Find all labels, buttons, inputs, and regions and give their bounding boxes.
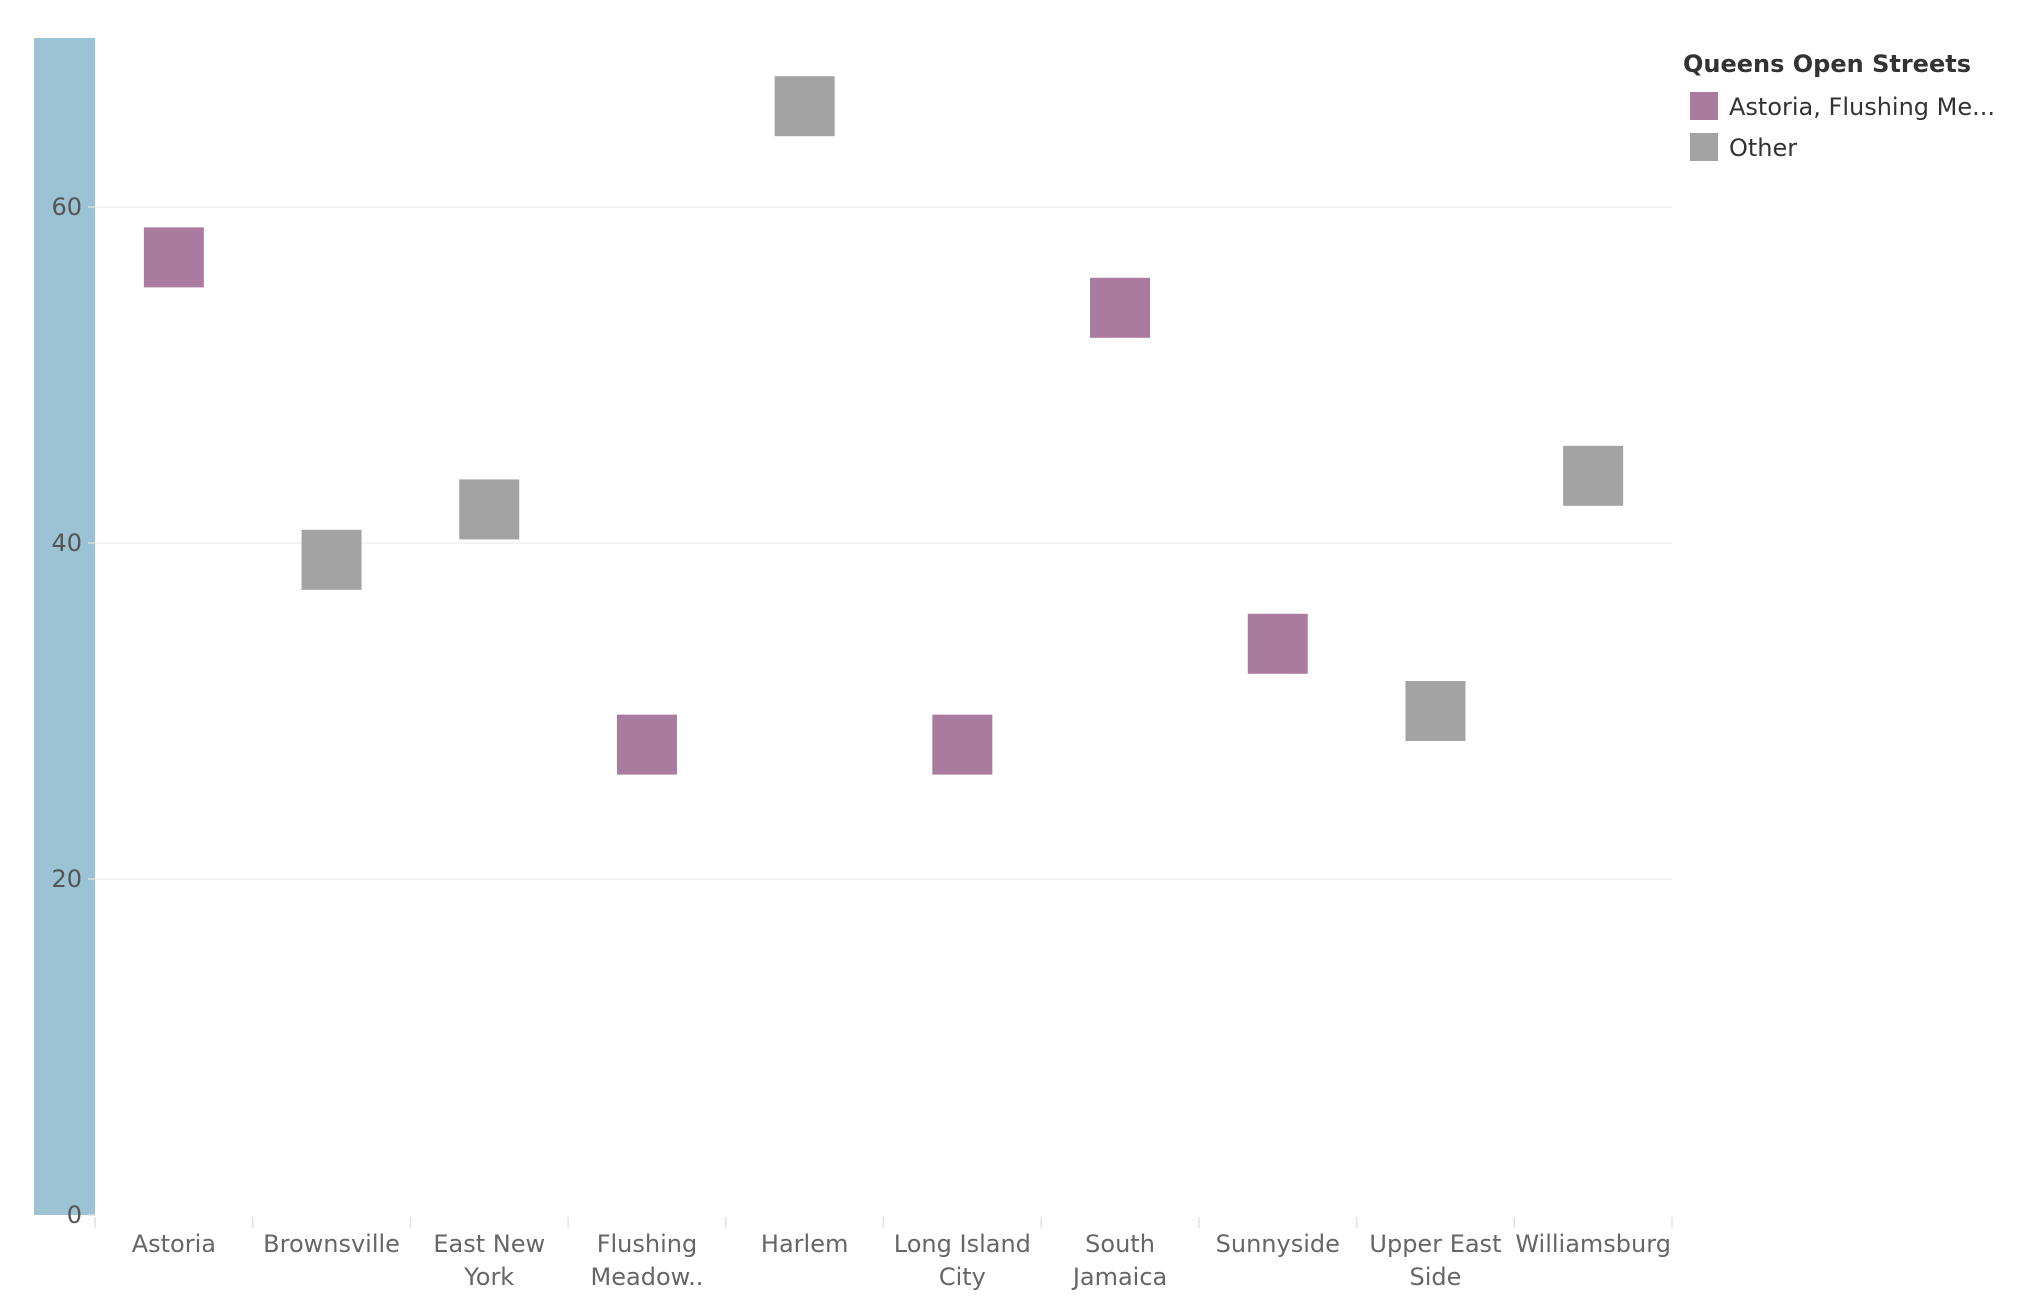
y-tick-label: 0 xyxy=(67,1201,82,1229)
x-tick-label: Williamsburg xyxy=(1515,1230,1671,1258)
x-tick-label: Long Island xyxy=(894,1230,1031,1258)
data-marks xyxy=(143,76,1624,775)
x-tick-label: Sunnyside xyxy=(1216,1230,1340,1258)
data-point-brownsville[interactable] xyxy=(301,529,362,590)
data-point-upper-east-side[interactable] xyxy=(1405,681,1466,741)
x-tick-label: South xyxy=(1085,1230,1155,1258)
y-tick-label: 40 xyxy=(51,529,82,557)
x-tick-label: Harlem xyxy=(761,1230,848,1258)
data-point-south-jamaica[interactable] xyxy=(1090,277,1151,338)
legend-swatch[interactable] xyxy=(1690,133,1718,161)
x-tick-label: Flushing xyxy=(597,1230,698,1258)
legend-title: Queens Open Streets xyxy=(1683,50,1971,78)
x-tick-label: Jamaica xyxy=(1071,1263,1167,1291)
x-tick-label: Meadow.. xyxy=(591,1263,704,1291)
data-point-williamsburg[interactable] xyxy=(1563,445,1624,506)
x-tick-label: York xyxy=(463,1263,514,1291)
x-tick-label: Upper East xyxy=(1369,1230,1501,1258)
data-point-sunnyside[interactable] xyxy=(1247,613,1308,674)
x-tick-label: City xyxy=(939,1263,986,1291)
data-point-astoria[interactable] xyxy=(143,227,204,288)
x-tick-label: Side xyxy=(1409,1263,1461,1291)
y-axis-band xyxy=(34,38,95,1215)
x-tick-label: Brownsville xyxy=(263,1230,400,1258)
legend: Queens Open Streets Astoria, Flushing Me… xyxy=(1683,50,1995,162)
data-point-flushing-meadow[interactable] xyxy=(616,714,677,775)
legend-items: Astoria, Flushing Me... Other xyxy=(1690,92,1995,162)
y-axis-ticks: 0 20 40 60 xyxy=(51,193,95,1229)
x-tick-label: East New xyxy=(433,1230,545,1258)
legend-item-label[interactable]: Astoria, Flushing Me... xyxy=(1729,93,1995,121)
data-point-east-new-york[interactable] xyxy=(459,479,520,540)
y-tick-label: 60 xyxy=(51,193,82,221)
legend-swatch[interactable] xyxy=(1690,92,1718,120)
legend-item-label[interactable]: Other xyxy=(1729,134,1797,162)
data-point-harlem[interactable] xyxy=(774,76,835,137)
data-point-long-island-city[interactable] xyxy=(932,714,993,775)
x-tick-label: Astoria xyxy=(132,1230,216,1258)
y-tick-label: 20 xyxy=(51,865,82,893)
x-axis: Astoria Brownsville East New York Flushing Me… xyxy=(94,1217,1673,1291)
